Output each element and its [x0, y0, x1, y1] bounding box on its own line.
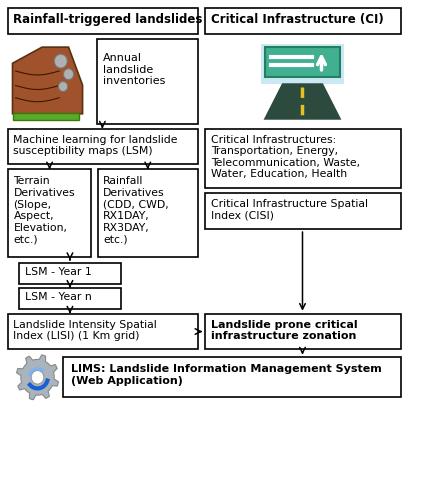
Text: Terrain
Derivatives
(Slope,
Aspect,
Elevation,
etc.): Terrain Derivatives (Slope, Aspect, Elev… — [14, 176, 75, 244]
Text: Rainfall-triggered landslides: Rainfall-triggered landslides — [14, 14, 203, 26]
Text: Landslide prone critical
infrastructure zonation: Landslide prone critical infrastructure … — [211, 320, 357, 341]
FancyBboxPatch shape — [19, 288, 121, 308]
Text: Annual
landslide
inventories: Annual landslide inventories — [103, 53, 166, 86]
Text: Critical Infrastructure (CI): Critical Infrastructure (CI) — [211, 14, 384, 26]
FancyBboxPatch shape — [8, 8, 198, 34]
Text: Machine learning for landslide
susceptibility maps (LSM): Machine learning for landslide susceptib… — [14, 134, 178, 156]
FancyBboxPatch shape — [98, 170, 198, 257]
Polygon shape — [17, 355, 58, 400]
Circle shape — [31, 370, 44, 384]
FancyBboxPatch shape — [205, 8, 401, 34]
Text: Critical Infrastructure Spatial
Index (CISI): Critical Infrastructure Spatial Index (C… — [211, 200, 368, 221]
Text: Critical Infrastructures:
Transportation, Energy,
Telecommunication, Waste,
Wate: Critical Infrastructures: Transportation… — [211, 134, 360, 180]
Text: LIMS: Landslide Information Management System
(Web Application): LIMS: Landslide Information Management S… — [71, 364, 381, 386]
Text: LSM - Year n: LSM - Year n — [25, 292, 91, 302]
FancyBboxPatch shape — [8, 128, 198, 164]
FancyBboxPatch shape — [97, 39, 198, 123]
Text: Rainfall
Derivatives
(CDD, CWD,
RX1DAY,
RX3DAY,
etc.): Rainfall Derivatives (CDD, CWD, RX1DAY, … — [103, 176, 169, 244]
FancyBboxPatch shape — [205, 194, 401, 229]
Circle shape — [58, 82, 68, 92]
FancyBboxPatch shape — [8, 314, 198, 350]
FancyBboxPatch shape — [205, 314, 401, 350]
Text: Landslide Intensity Spatial
Index (LISI) (1 Km grid): Landslide Intensity Spatial Index (LISI)… — [14, 320, 157, 341]
Circle shape — [64, 68, 74, 80]
Circle shape — [54, 54, 67, 68]
Polygon shape — [13, 47, 82, 114]
FancyBboxPatch shape — [19, 263, 121, 284]
Polygon shape — [264, 84, 341, 120]
FancyBboxPatch shape — [13, 113, 79, 119]
FancyBboxPatch shape — [261, 44, 344, 84]
FancyBboxPatch shape — [265, 47, 340, 78]
FancyBboxPatch shape — [8, 170, 91, 257]
Text: LSM - Year 1: LSM - Year 1 — [25, 267, 91, 277]
FancyBboxPatch shape — [205, 128, 401, 188]
FancyBboxPatch shape — [64, 358, 401, 397]
